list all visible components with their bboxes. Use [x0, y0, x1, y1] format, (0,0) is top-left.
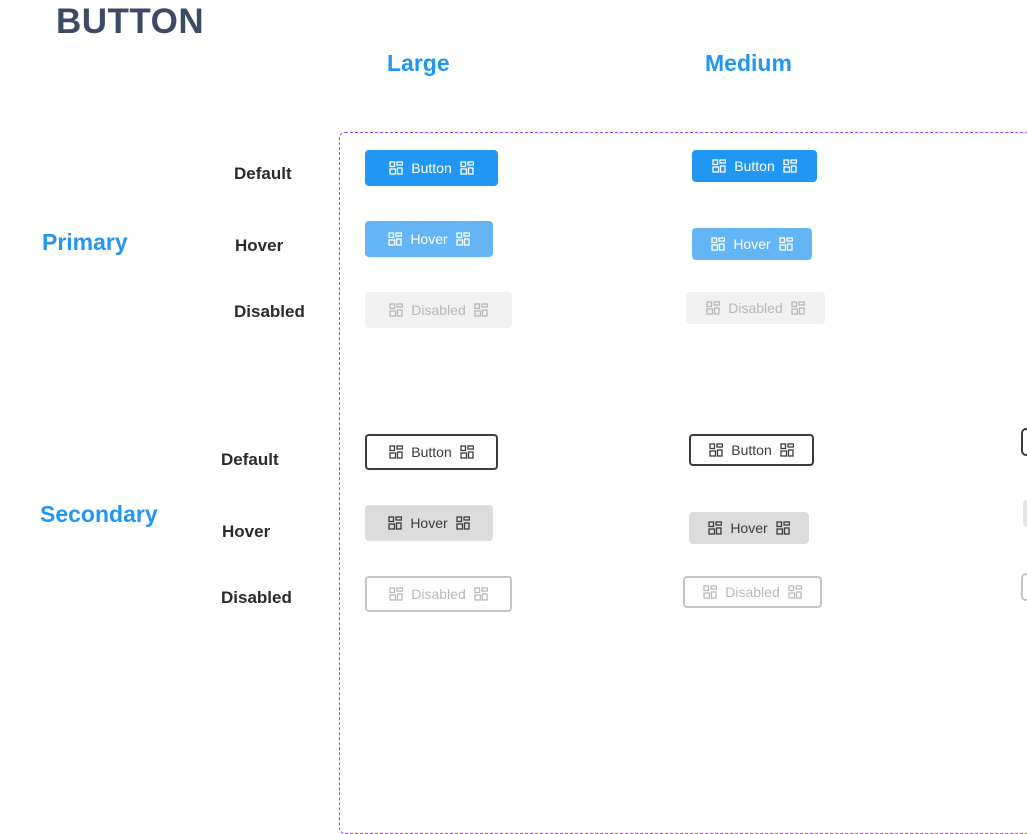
primary-medium-disabled-button: Disabled	[686, 292, 825, 324]
button-label: Hover	[733, 236, 771, 252]
button-label: Disabled	[728, 300, 783, 316]
secondary-medium-default-button[interactable]: Button	[689, 434, 814, 466]
state-default-primary: Default	[234, 164, 292, 183]
primary-large-disabled-button: Disabled	[365, 292, 512, 328]
grid-icon	[456, 516, 470, 530]
grid-icon	[460, 445, 474, 459]
page-title: BUTTON	[56, 2, 205, 41]
column-large: Large	[387, 50, 450, 76]
primary-large-default-button[interactable]: Button	[365, 150, 498, 186]
secondary-small-hover-button-partial[interactable]	[1023, 499, 1027, 527]
grid-icon	[783, 159, 797, 173]
primary-large-hover-button[interactable]: Hover	[365, 221, 493, 257]
grid-icon	[460, 161, 474, 175]
primary-medium-default-button[interactable]: Button	[692, 150, 817, 182]
button-label: Hover	[410, 231, 448, 247]
grid-icon	[708, 521, 723, 535]
button-label: Button	[734, 158, 775, 174]
primary-medium-hover-button[interactable]: Hover	[692, 228, 812, 260]
grid-icon	[389, 303, 404, 317]
button-label: Disabled	[725, 584, 780, 600]
state-hover-secondary: Hover	[222, 522, 271, 541]
secondary-medium-hover-button[interactable]: Hover	[689, 512, 809, 544]
grid-icon	[779, 237, 793, 251]
grid-icon	[706, 301, 721, 315]
state-disabled-primary: Disabled	[234, 302, 305, 321]
secondary-small-default-button-partial[interactable]	[1021, 428, 1027, 456]
grid-icon	[474, 587, 488, 601]
secondary-small-disabled-button-partial	[1021, 573, 1027, 601]
grid-icon	[388, 516, 403, 530]
grid-icon	[776, 521, 790, 535]
grid-icon	[388, 232, 403, 246]
grid-icon	[709, 443, 724, 457]
state-default-secondary: Default	[221, 450, 279, 469]
secondary-large-hover-button[interactable]: Hover	[365, 505, 493, 541]
button-label: Button	[411, 160, 452, 176]
button-label: Disabled	[411, 302, 466, 318]
state-hover-primary: Hover	[235, 236, 284, 255]
state-disabled-secondary: Disabled	[221, 588, 292, 607]
grid-icon	[788, 585, 802, 599]
button-label: Hover	[410, 515, 448, 531]
button-label: Hover	[730, 520, 768, 536]
button-label: Button	[731, 442, 772, 458]
grid-icon	[389, 445, 404, 459]
grid-icon	[456, 232, 470, 246]
grid-icon	[780, 443, 794, 457]
button-label: Button	[411, 444, 452, 460]
secondary-large-default-button[interactable]: Button	[365, 434, 498, 470]
grid-icon	[703, 585, 718, 599]
grid-icon	[791, 301, 805, 315]
grid-icon	[389, 161, 404, 175]
group-secondary: Secondary	[40, 501, 158, 527]
button-label: Disabled	[411, 586, 466, 602]
column-medium: Medium	[705, 50, 792, 76]
secondary-large-disabled-button: Disabled	[365, 576, 512, 612]
grid-icon	[389, 587, 404, 601]
grid-icon	[712, 159, 727, 173]
secondary-medium-disabled-button: Disabled	[683, 576, 822, 608]
group-primary: Primary	[42, 229, 128, 255]
grid-icon	[711, 237, 726, 251]
grid-icon	[474, 303, 488, 317]
